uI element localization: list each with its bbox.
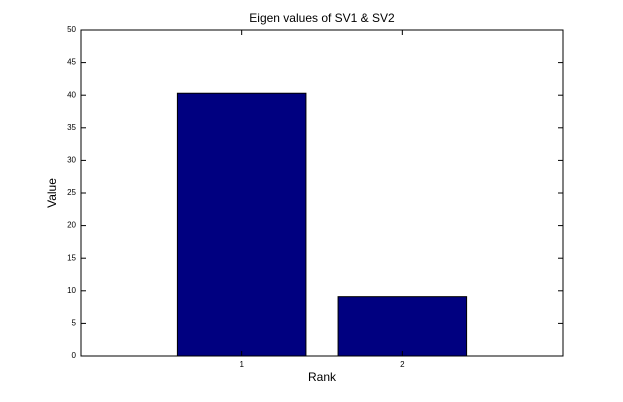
y-tick-label: 45: [67, 58, 76, 67]
y-tick-label: 20: [67, 221, 76, 230]
x-axis-label: Rank: [308, 370, 337, 384]
y-tick-label: 40: [67, 90, 76, 99]
bar: [337, 296, 468, 357]
y-tick-label: 35: [67, 123, 76, 132]
bar: [176, 92, 307, 357]
y-tick-label: 15: [67, 253, 76, 262]
y-tick-label: 25: [67, 188, 76, 197]
y-axis-label: Value: [45, 178, 59, 208]
y-tick-label: 10: [67, 286, 76, 295]
y-tick-label: 30: [67, 156, 76, 165]
y-tick-label: 0: [72, 351, 77, 360]
chart-title: Eigen values of SV1 & SV2: [249, 11, 395, 25]
x-tick-label: 2: [400, 360, 405, 369]
y-tick-label: 5: [72, 319, 77, 328]
x-tick-label: 1: [239, 360, 244, 369]
y-tick-label: 50: [67, 25, 76, 34]
